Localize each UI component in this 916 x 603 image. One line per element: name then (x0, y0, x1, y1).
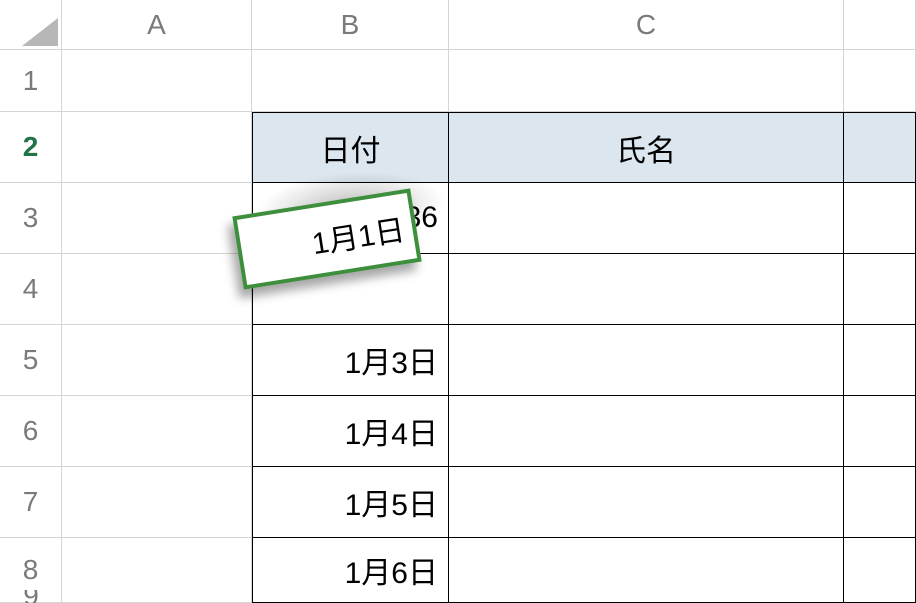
cell-D4[interactable] (843, 253, 916, 325)
cell-A6[interactable] (62, 396, 252, 467)
cell-B5[interactable]: 1月3日 (252, 324, 449, 396)
table-header-date[interactable]: 日付 (252, 112, 449, 183)
row-header-2[interactable]: 2 (0, 112, 62, 183)
cell-D6[interactable] (843, 395, 916, 467)
cell-B1[interactable] (252, 50, 449, 112)
table-header-d2[interactable] (843, 112, 916, 183)
cell-A7[interactable] (62, 467, 252, 538)
cell-D7[interactable] (843, 466, 916, 538)
row-header-1[interactable]: 1 (0, 50, 62, 112)
cell-C7[interactable] (448, 466, 844, 538)
cell-A4[interactable] (62, 254, 252, 325)
row-header-3[interactable]: 3 (0, 183, 62, 254)
cell-D1[interactable] (844, 50, 916, 112)
cell-C5[interactable] (448, 324, 844, 396)
cell-C6[interactable] (448, 395, 844, 467)
cell-D8[interactable] (843, 537, 916, 603)
row-header-4[interactable]: 4 (0, 254, 62, 325)
cell-A2[interactable] (62, 112, 252, 183)
spreadsheet-grid: A B C 1 2 3 4 5 6 7 8 日付 氏名 42736 1月3日 1… (0, 0, 916, 603)
row-header-7[interactable]: 7 (0, 467, 62, 538)
cell-A1[interactable] (62, 50, 252, 112)
cell-A8[interactable] (62, 538, 252, 603)
row-header-6[interactable]: 6 (0, 396, 62, 467)
col-header-A[interactable]: A (62, 0, 252, 50)
table-header-name[interactable]: 氏名 (448, 112, 844, 183)
cell-A5[interactable] (62, 325, 252, 396)
select-all-corner[interactable] (0, 0, 62, 50)
cell-B6[interactable]: 1月4日 (252, 395, 449, 467)
cell-C1[interactable] (449, 50, 844, 112)
col-header-B[interactable]: B (252, 0, 449, 50)
cell-D3[interactable] (843, 182, 916, 254)
cell-C3[interactable] (448, 182, 844, 254)
col-header-D[interactable] (844, 0, 916, 50)
cell-C8[interactable] (448, 537, 844, 603)
cell-C4[interactable] (448, 253, 844, 325)
row-header-5[interactable]: 5 (0, 325, 62, 396)
cell-A3[interactable] (62, 183, 252, 254)
cell-D5[interactable] (843, 324, 916, 396)
cell-B7[interactable]: 1月5日 (252, 466, 449, 538)
cell-B8[interactable]: 1月6日 (252, 537, 449, 603)
col-header-C[interactable]: C (449, 0, 844, 50)
row-header-9-partial: 9 (0, 590, 62, 603)
